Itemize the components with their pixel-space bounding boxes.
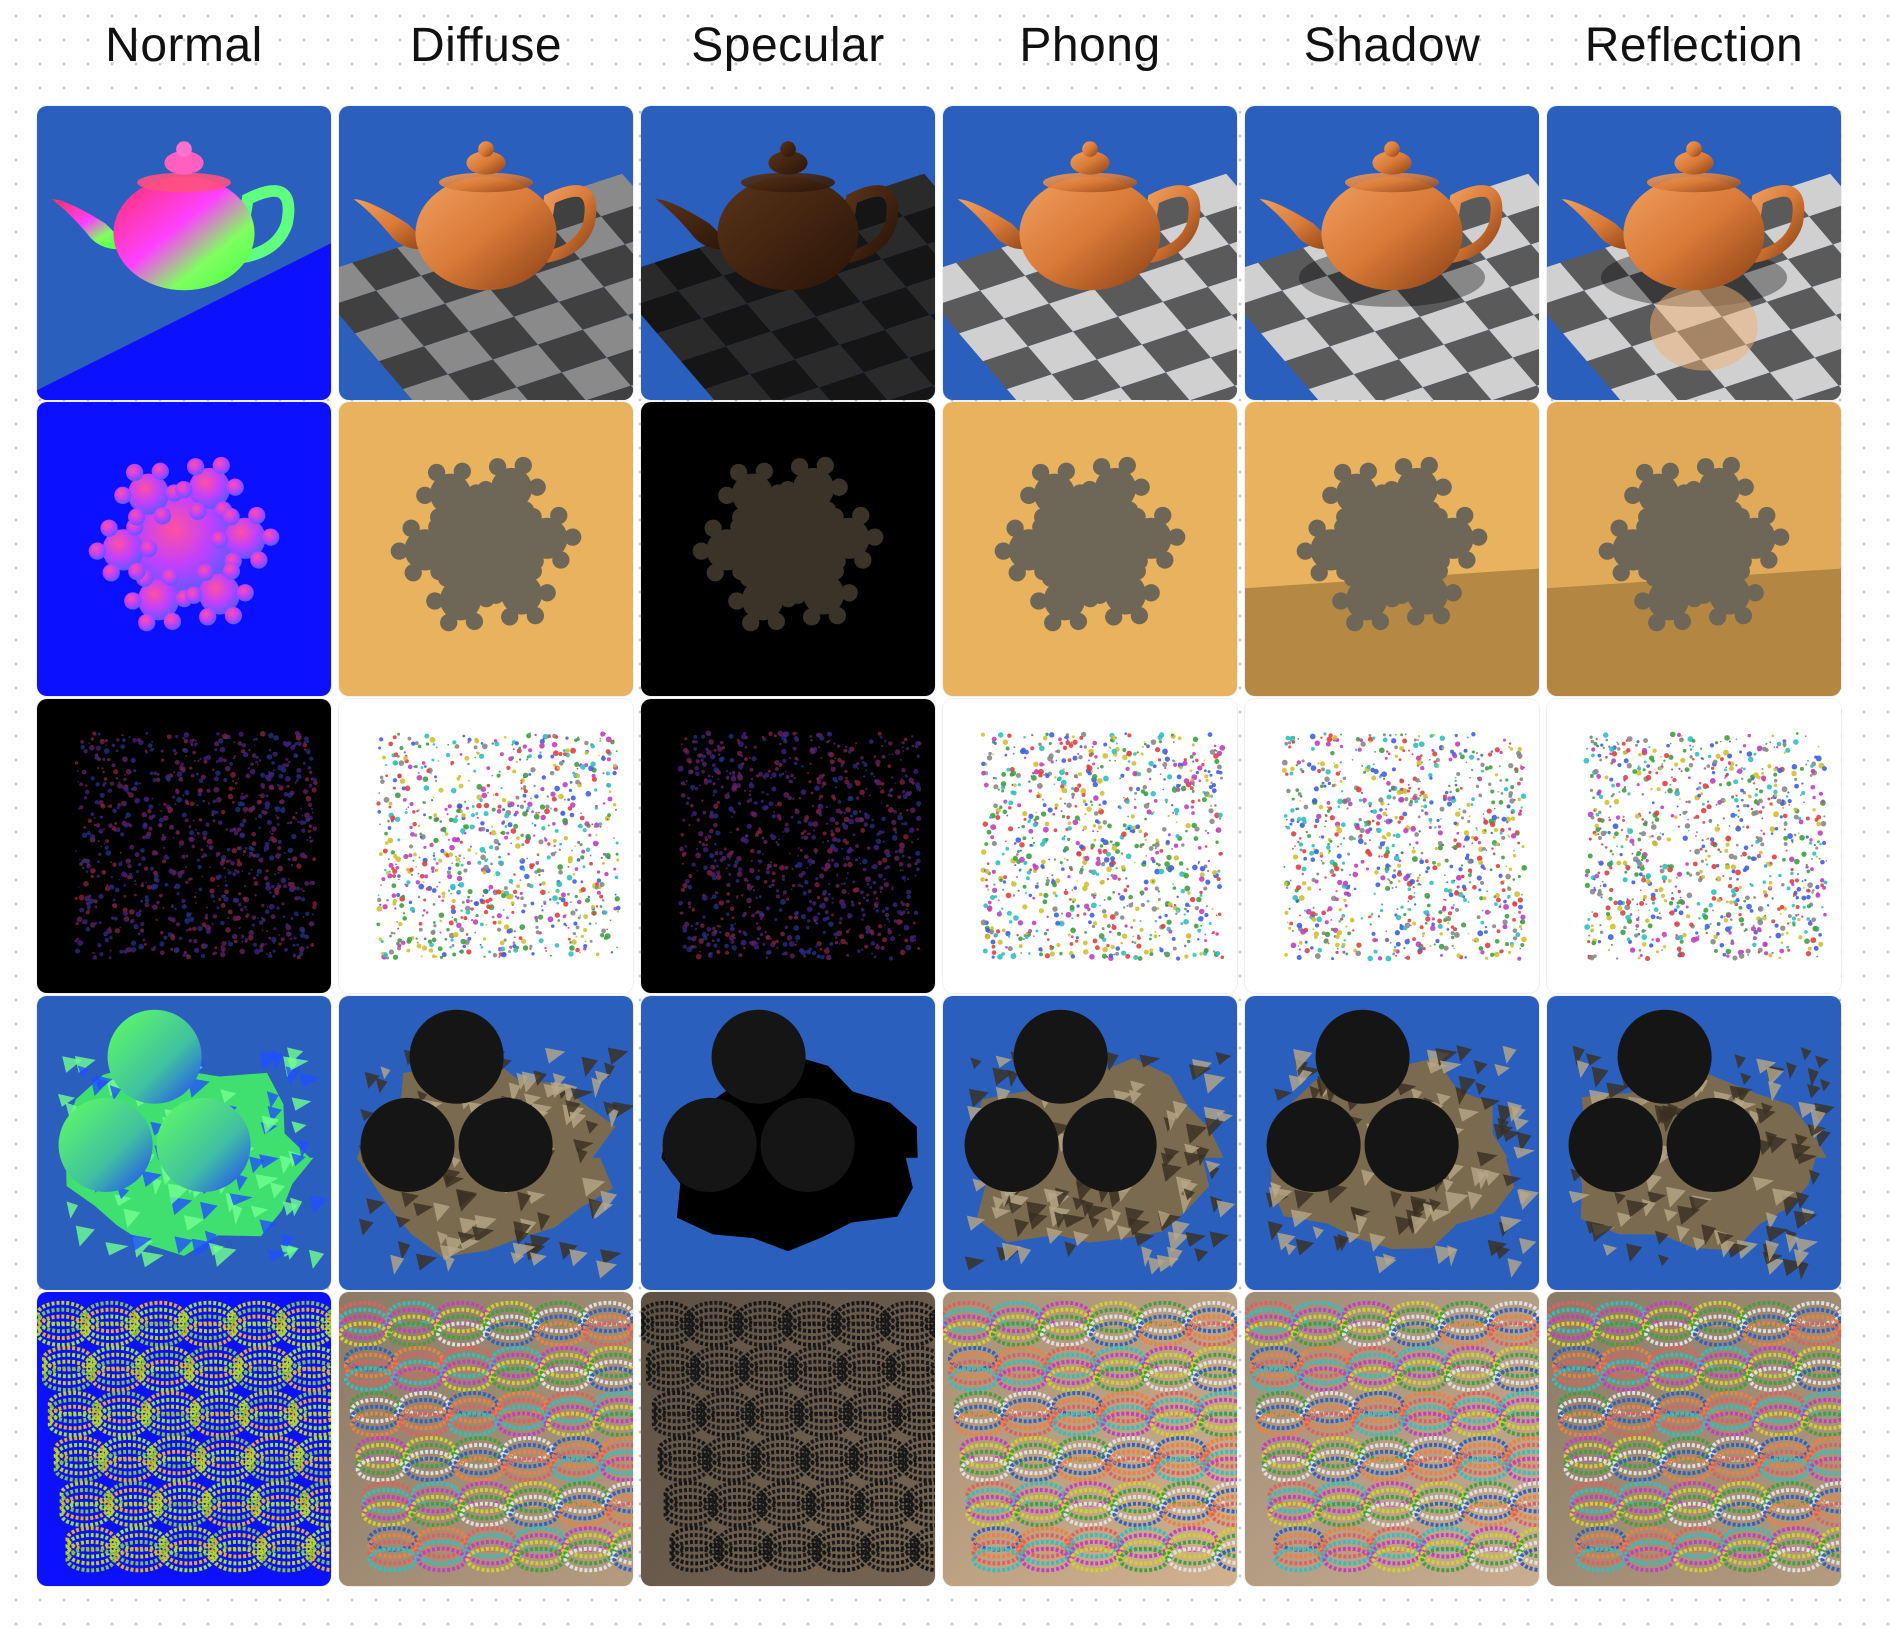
render-tile-fractal-shadow bbox=[1245, 402, 1539, 696]
render-tile-spheres-cloud-diffuse bbox=[339, 699, 633, 993]
render-tile-gears-diffuse bbox=[339, 1292, 633, 1586]
render-tile-terrain-specular bbox=[641, 996, 935, 1290]
column-label-normal: Normal bbox=[105, 19, 263, 72]
render-tile-teapot-normal bbox=[37, 106, 331, 400]
render-tile-terrain-shadow bbox=[1245, 996, 1539, 1290]
render-tile-gears-normal bbox=[37, 1292, 331, 1586]
render-tile-terrain-normal bbox=[37, 996, 331, 1290]
column-label-specular: Specular bbox=[691, 19, 885, 72]
render-tile-spheres-cloud-reflection bbox=[1547, 699, 1841, 993]
render-tile-gears-phong bbox=[943, 1292, 1237, 1586]
column-label-shadow: Shadow bbox=[1303, 19, 1481, 72]
render-tile-spheres-cloud-phong bbox=[943, 699, 1237, 993]
render-tile-teapot-specular bbox=[641, 106, 935, 400]
render-tile-gears-reflection bbox=[1547, 1292, 1841, 1586]
column-label-diffuse: Diffuse bbox=[409, 19, 563, 72]
render-tile-teapot-diffuse bbox=[339, 106, 633, 400]
render-tile-spheres-cloud-normal bbox=[37, 699, 331, 993]
render-tile-gears-shadow bbox=[1245, 1292, 1539, 1586]
column-label-phong: Phong bbox=[1019, 19, 1161, 72]
render-tile-gears-specular bbox=[641, 1292, 935, 1586]
render-tile-terrain-reflection bbox=[1547, 996, 1841, 1290]
render-tile-fractal-phong bbox=[943, 402, 1237, 696]
render-tile-fractal-specular bbox=[641, 402, 935, 696]
render-tile-fractal-diffuse bbox=[339, 402, 633, 696]
render-tile-teapot-shadow bbox=[1245, 106, 1539, 400]
render-tile-fractal-normal bbox=[37, 402, 331, 696]
column-headers: Normal Diffuse Specular Phong Shadow Ref… bbox=[0, 0, 1890, 100]
column-label-reflection: Reflection bbox=[1584, 19, 1804, 72]
render-tile-teapot-reflection bbox=[1547, 106, 1841, 400]
render-tile-spheres-cloud-specular bbox=[641, 699, 935, 993]
render-tile-teapot-phong bbox=[943, 106, 1237, 400]
render-tile-fractal-reflection bbox=[1547, 402, 1841, 696]
render-tile-spheres-cloud-shadow bbox=[1245, 699, 1539, 993]
render-tile-terrain-phong bbox=[943, 996, 1237, 1290]
render-tile-terrain-diffuse bbox=[339, 996, 633, 1290]
